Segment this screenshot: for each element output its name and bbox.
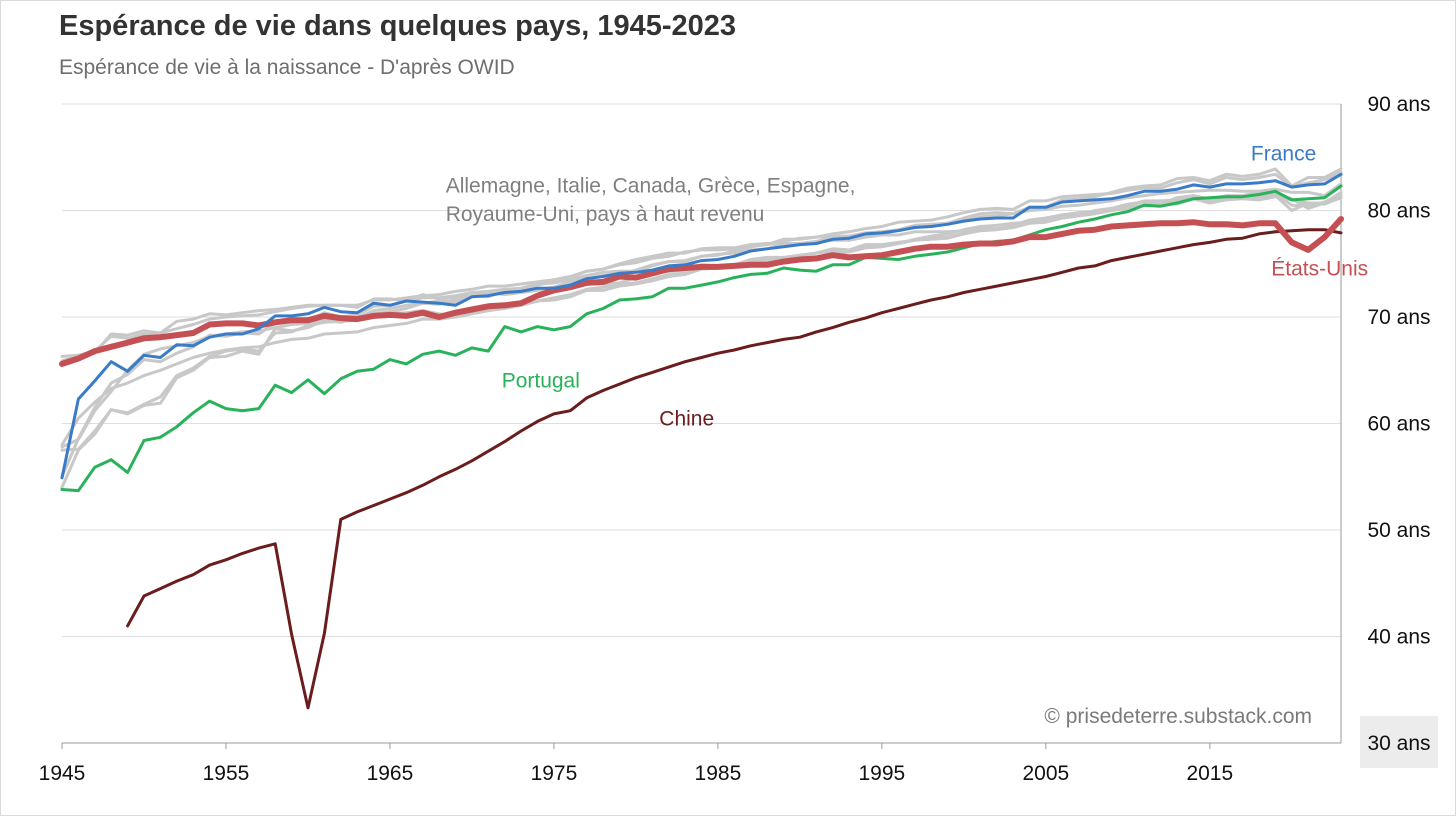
annotation-label: Royaume-Uni, pays à haut revenu [446,203,765,226]
series-lines [59,167,1344,710]
x-tick-label: 2005 [1022,762,1069,785]
credit-text: © prisedeterre.substack.com [1044,705,1312,728]
y-tick-label: 50 ans [1367,519,1430,542]
y-tick-label: 90 ans [1367,93,1430,116]
series-line-espagne [60,167,1343,489]
x-tick-label: 1995 [859,762,906,785]
y-tick-label: 80 ans [1367,200,1430,223]
x-tick-label: 1945 [39,762,86,785]
chart-subtitle: Espérance de vie à la naissance - D'aprè… [59,56,515,79]
y-tick-label: 40 ans [1367,626,1430,649]
annotation-label: États-Unis [1271,257,1368,280]
annotation-label: Portugal [502,369,580,392]
series-annotations: France Allemagne, Italie, Canada, Grèce, … [446,142,1368,430]
annotation-label: Allemagne, Italie, Canada, Grèce, Espagn… [446,174,856,197]
x-tick-label: 2015 [1186,762,1233,785]
series-line-portugal [60,184,1343,493]
chart-title: Espérance de vie dans quelques pays, 194… [59,10,737,42]
y-tick-highlight [1360,716,1438,768]
x-tick-label: 1965 [367,762,414,785]
y-tick-label: 30 ans [1367,732,1430,755]
x-tick-labels: 1945 1955 1965 1975 1985 1995 2005 2015 [39,743,1233,785]
y-tick-label: 70 ans [1367,306,1430,329]
x-tick-label: 1985 [695,762,742,785]
x-tick-label: 1955 [203,762,250,785]
y-tick-labels: 90 ans 80 ans 70 ans 60 ans 50 ans 40 ans 30 a… [1367,93,1430,755]
series-line-etats-unis [59,216,1344,367]
annotation-label: France [1251,142,1316,165]
annotation-label: Chine [659,408,714,431]
series-line-france [60,172,1343,480]
y-tick-label: 60 ans [1367,413,1430,436]
x-tick-label: 1975 [531,762,578,785]
series-line-chine [126,228,1343,710]
